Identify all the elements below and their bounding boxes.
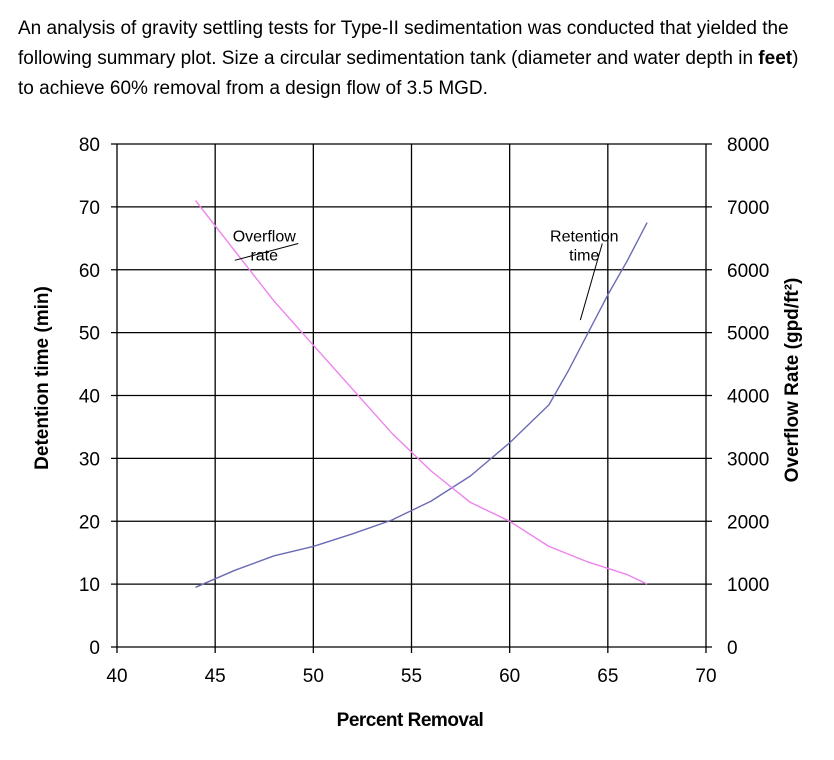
y-left-tick-label: 80 — [79, 135, 100, 156]
x-tick-label: 60 — [499, 666, 520, 687]
y-right-tick-label: 0 — [727, 638, 738, 659]
y-right-tick-label: 6000 — [727, 261, 769, 282]
annotation-label: Overflow — [233, 228, 297, 245]
y-right-tick-label: 5000 — [727, 324, 769, 345]
question-text: An analysis of gravity settling tests fo… — [18, 14, 818, 104]
x-tick-label: 70 — [695, 666, 716, 687]
y-right-tick-label: 2000 — [727, 512, 769, 533]
y-right-tick-label: 8000 — [727, 135, 769, 156]
y-left-tick-label: 40 — [79, 387, 100, 408]
y-right-tick-label: 1000 — [727, 575, 769, 596]
y-left-tick-label: 10 — [79, 575, 100, 596]
x-tick-label: 55 — [401, 666, 422, 687]
y-left-tick-label: 60 — [79, 261, 100, 282]
grid-lines — [111, 143, 712, 653]
tick-labels: 40 45 50 55 60 65 70 0 10 20 30 40 50 60 70 80 0 1000 2000… — [79, 135, 769, 687]
x-tick-label: 65 — [597, 666, 618, 687]
y-left-tick-label: 0 — [89, 638, 100, 659]
y-right-tick-label: 3000 — [727, 449, 769, 470]
y-left-tick-label: 30 — [79, 449, 100, 470]
annotation-pointer — [579, 243, 603, 321]
y-left-tick-label: 50 — [79, 324, 100, 345]
x-tick-label: 40 — [106, 666, 127, 687]
annotation-label: rate — [250, 247, 278, 264]
question-bold-word: feet — [758, 48, 793, 69]
x-tick-label: 45 — [205, 666, 226, 687]
question-part2: ) to achieve 60% removal from a design f… — [18, 48, 799, 99]
series-line-1 — [194, 200, 648, 585]
annotation-label: time — [569, 247, 599, 264]
y-left-tick-label: 70 — [79, 198, 100, 219]
y-left-axis-title: Detention time (min) — [32, 286, 53, 470]
y-right-tick-label: 4000 — [727, 387, 769, 408]
x-tick-label: 50 — [303, 666, 324, 687]
y-right-axis-title: Overflow Rate (gpd/ft²) — [782, 278, 803, 483]
series-lines — [194, 200, 648, 588]
x-axis-title: Percent Removal — [337, 710, 484, 731]
annotations: Overflow rate Retention time — [233, 228, 619, 321]
series-line-0 — [195, 222, 648, 588]
question-part1: An analysis of gravity settling tests fo… — [18, 18, 789, 69]
y-left-tick-label: 20 — [79, 512, 100, 533]
annotation-label: Retention — [550, 228, 619, 245]
annotation-pointer — [234, 242, 299, 261]
y-right-tick-label: 7000 — [727, 198, 769, 219]
